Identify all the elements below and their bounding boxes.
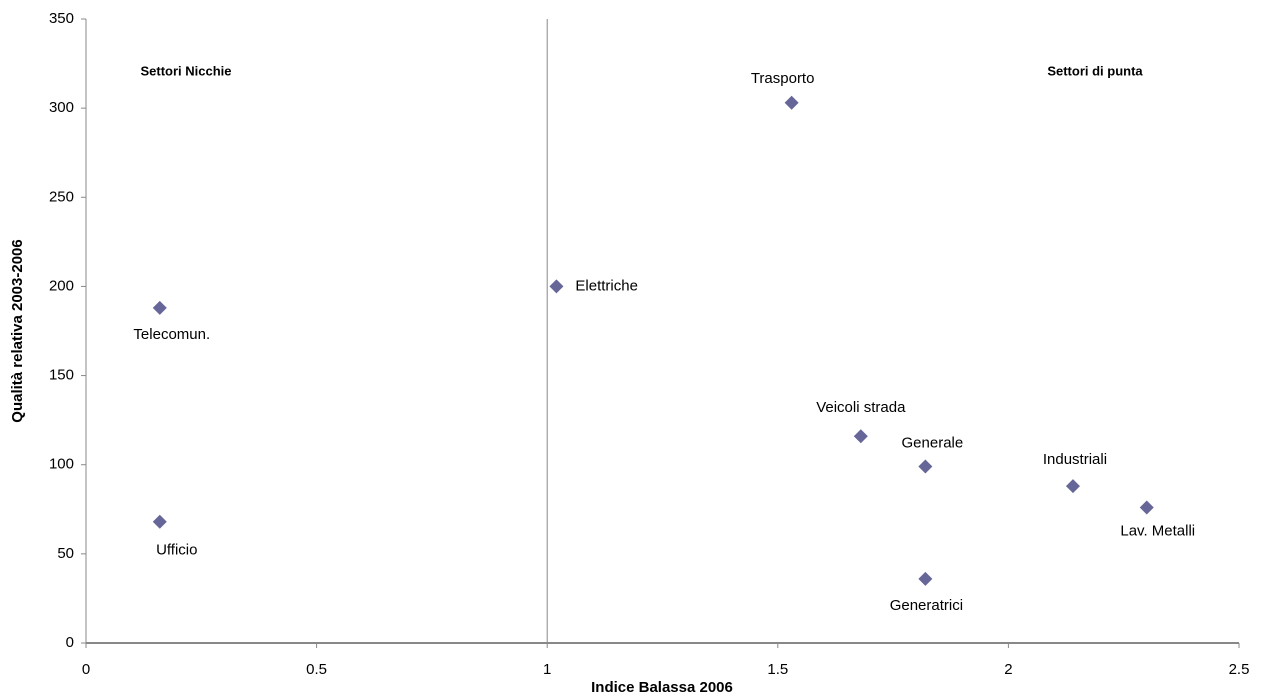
x-tick-label: 2 [1004,661,1012,678]
data-point [1065,479,1080,494]
data-label: Elettriche [575,277,638,294]
x-tick-label: 1 [543,661,551,678]
data-label: Trasporto [751,70,815,87]
y-tick-label: 200 [49,277,74,294]
data-point [152,300,167,315]
y-axis-title: Qualità relativa 2003-2006 [9,239,26,422]
data-label: Industriali [1043,451,1107,468]
data-point [152,514,167,529]
data-label: Generale [902,434,964,451]
y-tick-label: 350 [49,10,74,27]
data-point [918,459,933,474]
y-tick-label: 50 [57,545,74,562]
data-point [853,429,868,444]
x-axis-title: Indice Balassa 2006 [591,679,733,696]
x-tick-label: 1.5 [767,661,788,678]
x-tick-label: 2.5 [1229,661,1250,678]
annotation: Settori di punta [1047,63,1143,78]
y-tick-label: 300 [49,99,74,116]
data-label: Lav. Metalli [1120,522,1195,539]
x-tick-label: 0 [82,661,90,678]
y-tick-label: 150 [49,367,74,384]
data-point [549,279,564,294]
data-label: Veicoli strada [816,399,906,416]
annotation: Settori Nicchie [140,63,231,78]
data-point [918,571,933,586]
data-point [1139,500,1154,515]
data-label: Telecomun. [133,326,210,343]
data-label: Ufficio [156,542,197,559]
x-tick-label: 0.5 [306,661,327,678]
y-tick-label: 250 [49,188,74,205]
y-tick-label: 100 [49,456,74,473]
data-point [784,95,799,110]
y-tick-label: 0 [66,634,74,651]
data-label: Generatrici [890,597,963,614]
